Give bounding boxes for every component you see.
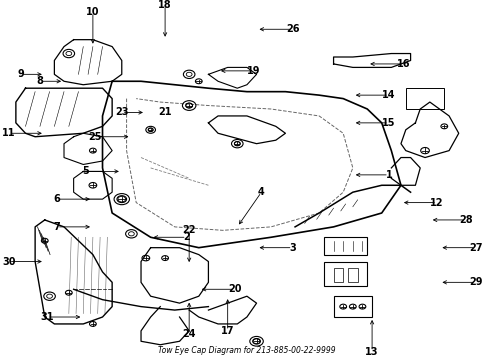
Text: 11: 11 bbox=[2, 128, 15, 138]
Text: 19: 19 bbox=[247, 66, 261, 76]
Text: 8: 8 bbox=[37, 76, 43, 86]
Text: 28: 28 bbox=[458, 215, 472, 225]
Bar bbox=[347, 269, 357, 282]
Text: 14: 14 bbox=[382, 90, 395, 100]
Text: 4: 4 bbox=[258, 187, 264, 197]
Text: 1: 1 bbox=[385, 170, 391, 180]
Text: 15: 15 bbox=[382, 118, 395, 128]
Text: 12: 12 bbox=[429, 198, 443, 208]
Text: 5: 5 bbox=[82, 166, 89, 176]
Text: 21: 21 bbox=[158, 108, 171, 117]
Text: 3: 3 bbox=[289, 243, 295, 253]
Bar bbox=[333, 296, 371, 317]
Text: 16: 16 bbox=[396, 59, 409, 69]
Bar bbox=[323, 262, 366, 286]
Text: 17: 17 bbox=[221, 326, 234, 336]
Text: 9: 9 bbox=[17, 69, 24, 79]
Text: 18: 18 bbox=[158, 0, 172, 10]
Text: 20: 20 bbox=[228, 284, 241, 294]
Text: 24: 24 bbox=[182, 329, 196, 339]
Text: 27: 27 bbox=[468, 243, 481, 253]
Text: 2: 2 bbox=[183, 232, 190, 242]
Text: 10: 10 bbox=[86, 7, 100, 17]
Bar bbox=[405, 88, 444, 109]
Text: Tow Eye Cap Diagram for 213-885-00-22-9999: Tow Eye Cap Diagram for 213-885-00-22-99… bbox=[158, 346, 335, 355]
Text: 13: 13 bbox=[365, 347, 378, 357]
Text: 6: 6 bbox=[53, 194, 60, 204]
Text: 30: 30 bbox=[2, 257, 15, 266]
Text: 7: 7 bbox=[53, 222, 60, 232]
Text: 25: 25 bbox=[88, 132, 102, 142]
Bar bbox=[323, 237, 366, 255]
Text: 22: 22 bbox=[182, 225, 196, 235]
Bar bbox=[333, 269, 343, 282]
Text: 23: 23 bbox=[115, 108, 128, 117]
Text: 29: 29 bbox=[468, 277, 481, 287]
Text: 26: 26 bbox=[285, 24, 299, 34]
Text: 31: 31 bbox=[41, 312, 54, 322]
